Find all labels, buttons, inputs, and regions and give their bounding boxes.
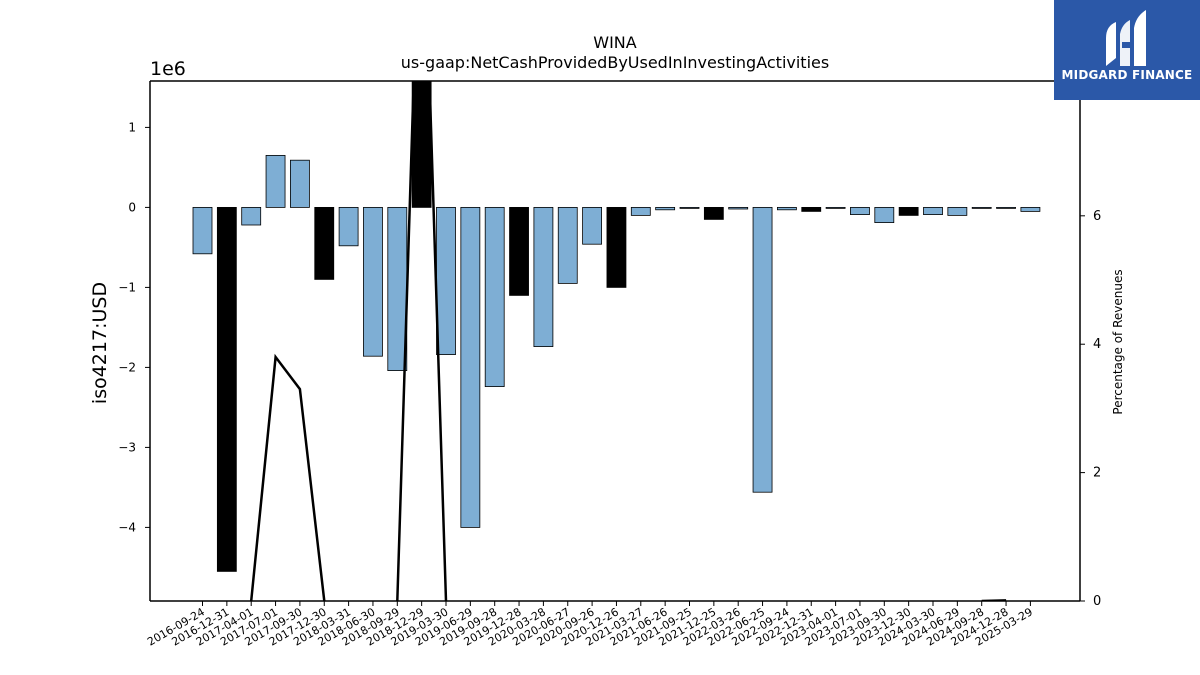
- midgard-logo-icon: [1106, 10, 1146, 66]
- bar: [411, 81, 432, 208]
- y-tick-label: −1: [118, 280, 136, 294]
- y-tick-label: −3: [118, 440, 136, 454]
- bar: [387, 206, 408, 371]
- y-tick-label: −4: [118, 520, 136, 534]
- bar: [606, 206, 627, 288]
- bar: [582, 206, 602, 245]
- bar: [825, 206, 846, 209]
- plot-area: [192, 81, 1041, 601]
- offset-label: 1e6: [150, 58, 186, 80]
- bar: [752, 206, 773, 493]
- bar: [557, 206, 578, 284]
- bar: [289, 159, 310, 208]
- bar: [971, 206, 992, 209]
- bar: [241, 206, 262, 226]
- y-tick-label: −2: [118, 360, 136, 374]
- y-right-tick-label: 4: [1093, 337, 1101, 352]
- bar: [703, 206, 724, 220]
- logo-text: MIDGARD FINANCE: [1061, 68, 1193, 82]
- y-right-axis-label: Percentage of Revenues: [1111, 269, 1125, 414]
- bar: [777, 206, 797, 211]
- bar: [314, 206, 335, 280]
- chart-subtitle: us-gaap:NetCashProvidedByUsedInInvesting…: [401, 53, 829, 72]
- y-axis-label: iso4217:USD: [89, 282, 111, 404]
- bar: [338, 206, 359, 247]
- bar: [801, 206, 822, 212]
- bar: [265, 154, 286, 208]
- bar: [923, 206, 943, 215]
- bar: [630, 206, 651, 216]
- bar: [898, 206, 919, 216]
- bar: [874, 206, 895, 223]
- bar: [436, 206, 456, 355]
- bar: [850, 206, 870, 215]
- bar: [728, 206, 749, 210]
- y-right-tick-label: 6: [1093, 209, 1101, 224]
- bar: [363, 206, 383, 357]
- y-right-tick-label: 0: [1093, 594, 1101, 609]
- bar: [509, 206, 529, 296]
- bar: [192, 206, 213, 255]
- bar: [996, 206, 1016, 209]
- y-right-tick-label: 2: [1093, 466, 1101, 481]
- bar: [947, 206, 968, 216]
- chart-title: WINA: [593, 33, 637, 52]
- bar: [533, 206, 554, 347]
- bar: [484, 206, 505, 387]
- y-tick-label: 1: [128, 120, 136, 134]
- bar: [460, 206, 481, 528]
- bar: [679, 206, 700, 209]
- y-tick-label: 0: [128, 200, 136, 214]
- bar: [655, 206, 676, 211]
- bar: [216, 206, 237, 572]
- bar: [1020, 206, 1041, 212]
